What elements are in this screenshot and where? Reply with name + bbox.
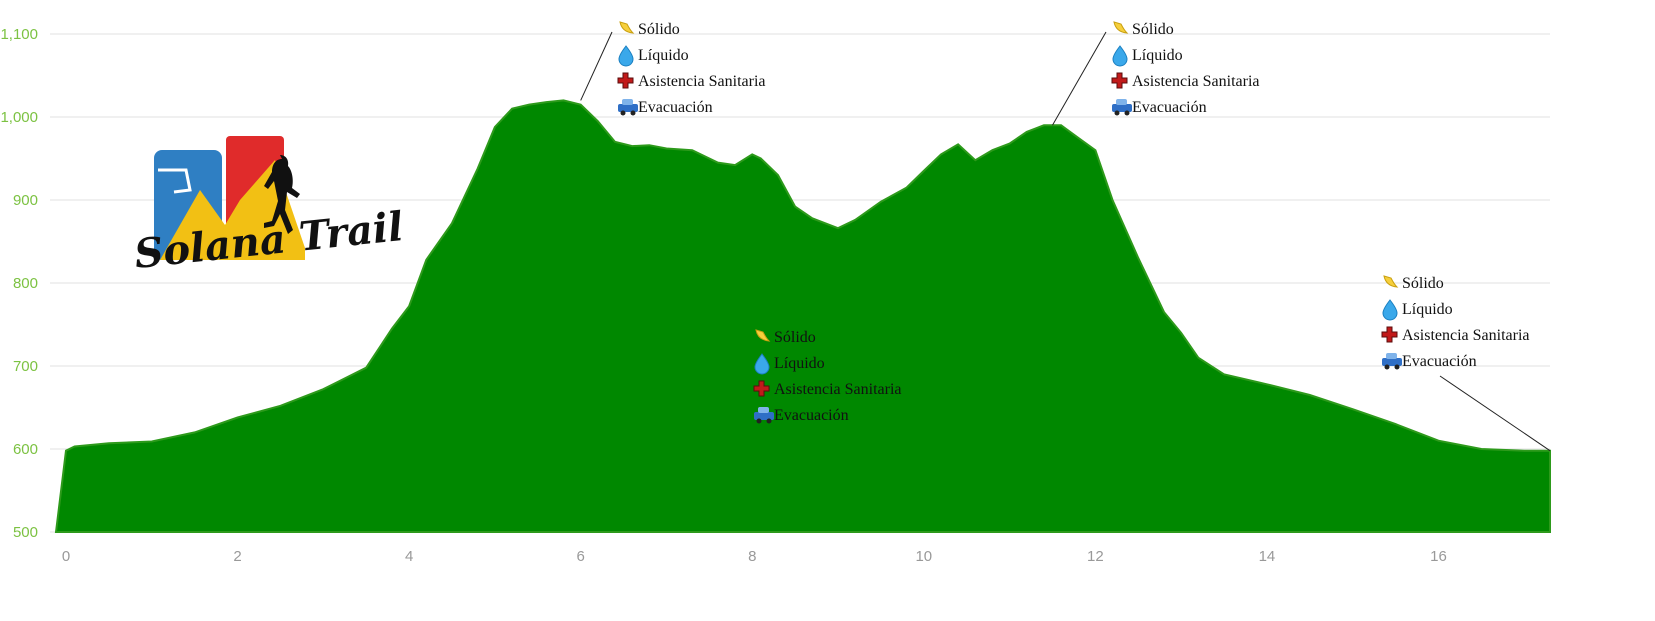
x-tick-label: 12: [1087, 548, 1104, 565]
banana-icon: [619, 21, 635, 34]
y-tick-label: 1,000: [0, 109, 38, 126]
y-tick-label: 600: [13, 441, 38, 458]
y-axis: 500 600 700 800 900 1,000 1,100: [0, 26, 38, 541]
annotation-item-label: Asistencia Sanitaria: [1402, 327, 1530, 344]
banana-icon: [755, 329, 771, 342]
aid-station-annotations: Sólido Líquido Asistencia Sanitaria Evacuac…: [580, 21, 1551, 452]
annotation-item-label: Sólido: [638, 21, 680, 38]
x-axis: 0 2 4 6 8 10 12 14 16: [62, 548, 1447, 565]
annotation-item-label: Asistencia Sanitaria: [774, 381, 902, 398]
car-icon: [1382, 353, 1402, 370]
annotation-item-label: Sólido: [1132, 21, 1174, 38]
car-icon: [754, 407, 774, 424]
annotation-item-label: Evacuación: [1132, 99, 1207, 116]
logo: Solana Trail: [132, 136, 405, 278]
annotation-item-label: Líquido: [1132, 47, 1183, 64]
y-tick-label: 900: [13, 192, 38, 209]
annotation-item-label: Líquido: [638, 47, 689, 64]
aid-station-label: Sólido Líquido Asistencia Sanitaria Evacuac…: [1052, 21, 1260, 126]
water-drop-icon: [618, 45, 634, 67]
water-drop-icon: [754, 353, 770, 375]
aid-station-label: Sólido Líquido Asistencia Sanitaria Evacuac…: [753, 329, 902, 424]
water-drop-icon: [1112, 45, 1128, 67]
annotation-connector: [580, 31, 613, 101]
y-tick-label: 700: [13, 358, 38, 375]
aid-station-label: Sólido Líquido Asistencia Sanitaria Evacuac…: [1381, 275, 1551, 452]
car-icon: [1112, 99, 1132, 116]
x-tick-label: 2: [233, 548, 241, 565]
x-tick-label: 10: [915, 548, 932, 565]
red-cross-icon: [753, 380, 770, 397]
red-cross-icon: [1111, 72, 1128, 89]
annotation-item-label: Asistencia Sanitaria: [1132, 73, 1260, 90]
y-tick-label: 1,100: [0, 26, 38, 43]
x-tick-label: 14: [1259, 548, 1276, 565]
annotation-item-label: Evacuación: [774, 407, 849, 424]
aid-station-label: Sólido Líquido Asistencia Sanitaria Evacuac…: [580, 21, 766, 116]
logo-tower: [158, 168, 192, 194]
annotation-item-label: Evacuación: [638, 99, 713, 116]
x-tick-label: 16: [1430, 548, 1447, 565]
x-tick-label: 4: [405, 548, 413, 565]
x-tick-label: 6: [577, 548, 585, 565]
car-icon: [618, 99, 638, 116]
annotation-item-label: Líquido: [1402, 301, 1453, 318]
annotation-connector: [1439, 375, 1551, 452]
annotation-item-label: Líquido: [774, 355, 825, 372]
banana-icon: [1383, 275, 1399, 288]
logo-runner: [264, 155, 300, 234]
annotation-item-label: Sólido: [774, 329, 816, 346]
annotation-item-label: Asistencia Sanitaria: [638, 73, 766, 90]
water-drop-icon: [1382, 299, 1398, 321]
annotation-item-label: Sólido: [1402, 275, 1444, 292]
x-tick-label: 8: [748, 548, 756, 565]
banana-icon: [1113, 21, 1129, 34]
red-cross-icon: [1381, 326, 1398, 343]
annotation-item-label: Evacuación: [1402, 353, 1477, 370]
y-tick-label: 800: [13, 275, 38, 292]
red-cross-icon: [617, 72, 634, 89]
x-tick-label: 0: [62, 548, 70, 565]
elevation-area: [54, 99, 1551, 533]
y-tick-label: 500: [13, 524, 38, 541]
annotation-connector: [1052, 31, 1107, 126]
